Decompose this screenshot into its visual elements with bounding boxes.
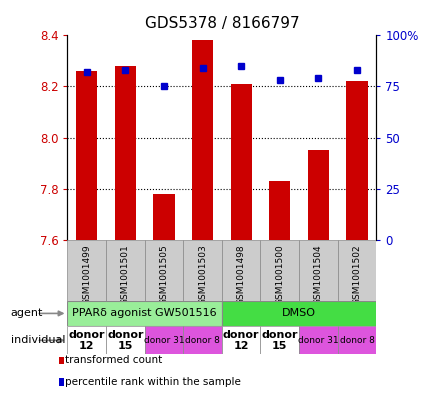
Bar bbox=[153, 194, 174, 240]
Text: GSM1001505: GSM1001505 bbox=[159, 244, 168, 305]
Bar bbox=[269, 181, 290, 240]
Bar bbox=[106, 326, 144, 354]
Bar bbox=[191, 40, 213, 240]
Bar bbox=[67, 240, 106, 301]
Text: GSM1001498: GSM1001498 bbox=[236, 244, 245, 305]
Text: donor 8: donor 8 bbox=[185, 336, 220, 345]
Bar bbox=[76, 71, 97, 240]
Bar bbox=[115, 66, 136, 240]
Text: individual: individual bbox=[11, 335, 65, 345]
Bar bbox=[67, 326, 106, 354]
Bar bbox=[183, 240, 221, 301]
Bar bbox=[183, 326, 221, 354]
Bar bbox=[221, 240, 260, 301]
Bar bbox=[345, 81, 367, 240]
Text: GSM1001502: GSM1001502 bbox=[352, 244, 361, 305]
Title: GDS5378 / 8166797: GDS5378 / 8166797 bbox=[144, 17, 299, 31]
Bar bbox=[230, 84, 251, 240]
Bar bbox=[260, 326, 299, 354]
Bar bbox=[67, 301, 221, 326]
Bar bbox=[337, 240, 375, 301]
Bar bbox=[144, 240, 183, 301]
Text: donor
12: donor 12 bbox=[222, 330, 259, 351]
Text: donor 31: donor 31 bbox=[143, 336, 184, 345]
Bar bbox=[221, 326, 260, 354]
Text: GSM1001503: GSM1001503 bbox=[197, 244, 207, 305]
Text: GSM1001501: GSM1001501 bbox=[121, 244, 129, 305]
Text: percentile rank within the sample: percentile rank within the sample bbox=[65, 377, 241, 387]
Text: PPARδ agonist GW501516: PPARδ agonist GW501516 bbox=[72, 309, 217, 318]
Bar bbox=[337, 326, 375, 354]
Text: DMSO: DMSO bbox=[281, 309, 316, 318]
Text: agent: agent bbox=[11, 309, 43, 318]
Text: donor 8: donor 8 bbox=[339, 336, 374, 345]
Text: GSM1001504: GSM1001504 bbox=[313, 244, 322, 305]
Text: donor 31: donor 31 bbox=[297, 336, 338, 345]
Text: donor
15: donor 15 bbox=[107, 330, 143, 351]
Text: transformed count: transformed count bbox=[65, 355, 162, 365]
Bar bbox=[221, 301, 375, 326]
Bar bbox=[260, 240, 299, 301]
Text: GSM1001499: GSM1001499 bbox=[82, 244, 91, 305]
Text: donor
15: donor 15 bbox=[261, 330, 297, 351]
Text: donor
12: donor 12 bbox=[68, 330, 105, 351]
Text: GSM1001500: GSM1001500 bbox=[275, 244, 283, 305]
Bar bbox=[299, 326, 337, 354]
Bar bbox=[307, 150, 328, 240]
Bar bbox=[299, 240, 337, 301]
Bar bbox=[106, 240, 144, 301]
Bar bbox=[144, 326, 183, 354]
